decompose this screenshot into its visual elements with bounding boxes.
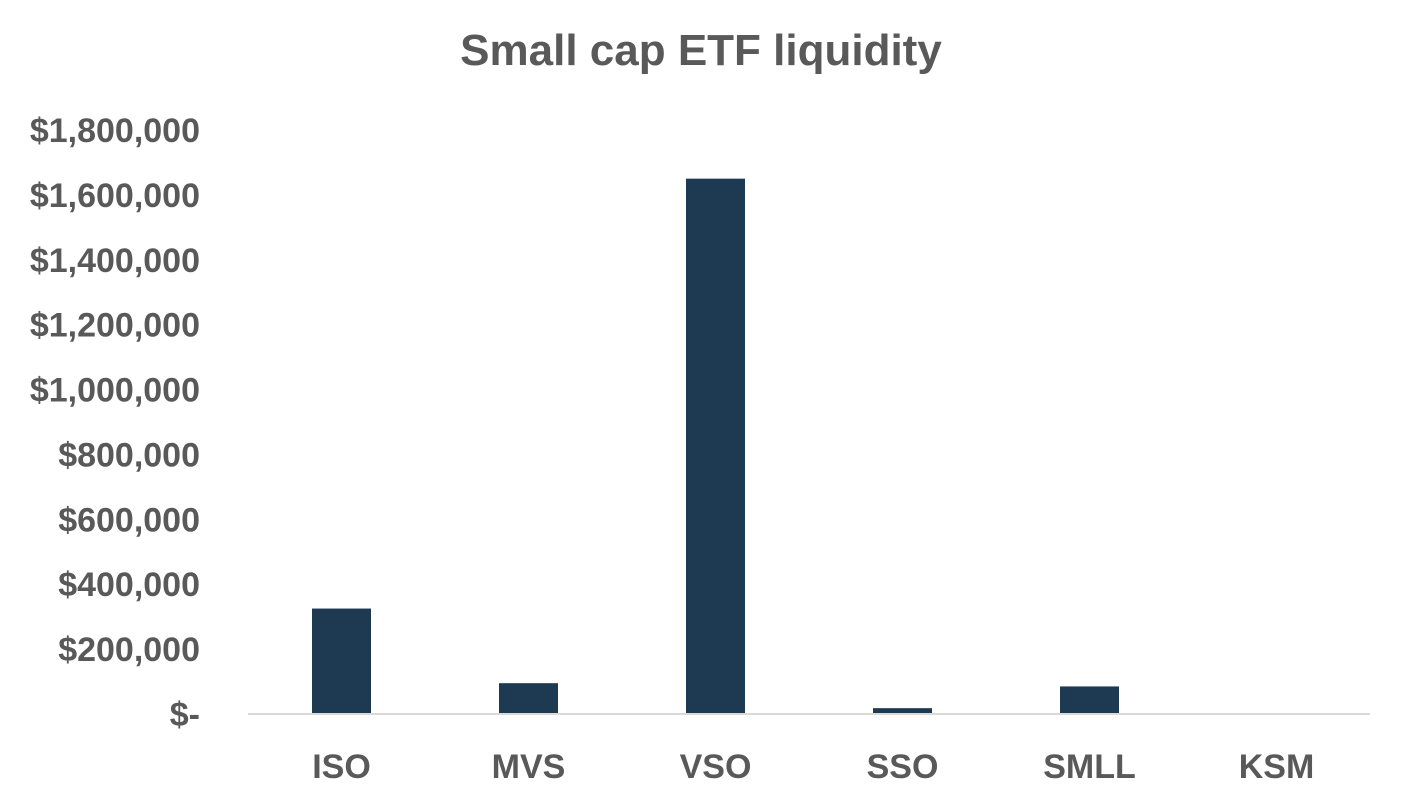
y-tick-label: $600,000 (58, 501, 200, 539)
y-tick-label: $1,200,000 (30, 307, 200, 345)
y-tick-label: $400,000 (58, 566, 200, 604)
y-tick-label: $- (170, 696, 200, 734)
y-tick-label: $1,400,000 (30, 242, 200, 280)
y-tick-label: $1,600,000 (30, 177, 200, 215)
bar-iso (312, 608, 371, 714)
bar-sso (873, 708, 932, 714)
y-axis-tick-labels: $- $200,000 $400,000 $600,000 $800,000 $1,000… (30, 112, 200, 734)
bar-smll (1060, 686, 1119, 714)
bar-vso (686, 178, 745, 714)
y-tick-label: $200,000 (58, 631, 200, 669)
bar-mvs (499, 683, 558, 714)
x-tick-label: ISO (312, 748, 371, 786)
x-tick-label: KSM (1239, 748, 1315, 786)
y-tick-label: $1,000,000 (30, 372, 200, 410)
x-tick-label: VSO (680, 748, 752, 786)
x-tick-label: MVS (492, 748, 566, 786)
x-axis-tick-labels: ISO MVS VSO SSO SMLL KSM (312, 748, 1314, 786)
y-tick-label: $800,000 (58, 436, 200, 474)
x-tick-label: SSO (867, 748, 939, 786)
chart-title: Small cap ETF liquidity (460, 26, 942, 75)
x-tick-label: SMLL (1043, 748, 1136, 786)
bars-group (312, 178, 1306, 714)
y-tick-label: $1,800,000 (30, 112, 200, 150)
